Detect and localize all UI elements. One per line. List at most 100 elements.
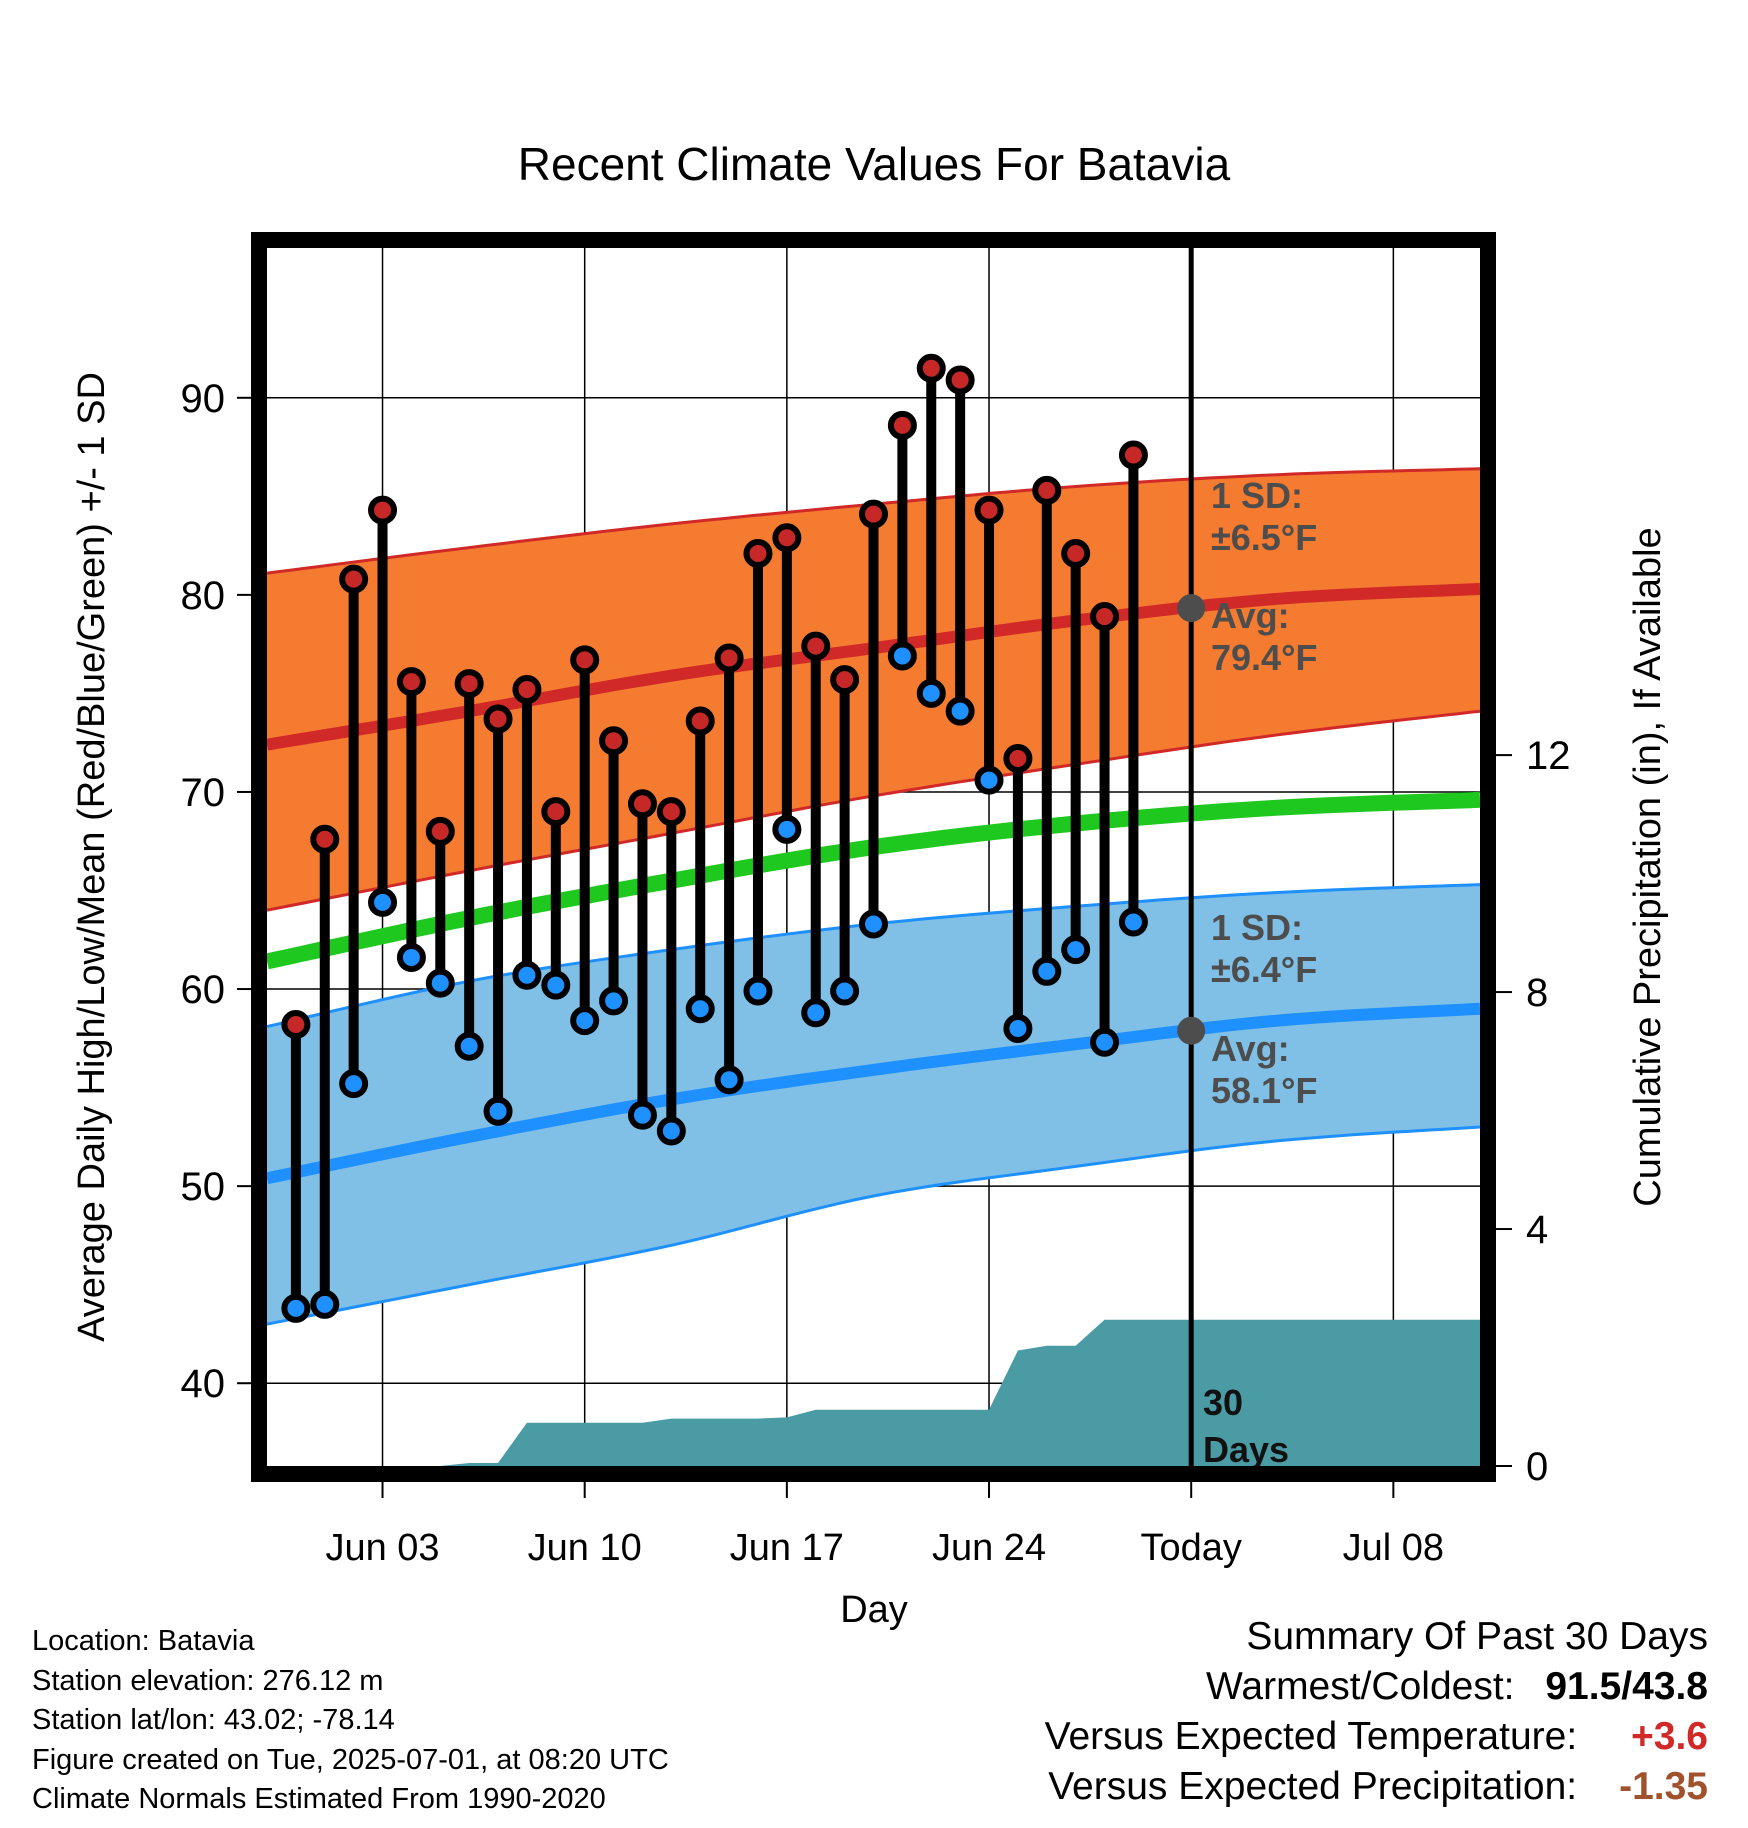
temperature-departure-value: +3.6 [1631,1715,1708,1758]
daily-low-marker [1090,1027,1120,1057]
y2-axis-label: Cumulative Precipitation (in), If Availa… [1627,527,1669,1206]
plot-frame [251,232,1496,1482]
daily-high-marker [570,645,600,675]
daily-bar [1032,475,1062,986]
y-tick-label: 50 [181,1165,226,1209]
daily-high-marker [310,824,340,854]
daily-bar [483,704,513,1126]
daily-bar [772,523,802,844]
daily-high-marker [396,667,426,697]
created-text: Figure created on Tue, 2025-07-01, at 08… [32,1743,669,1776]
daily-low-marker [454,1031,484,1061]
daily-bar [310,824,340,1319]
y-axis-left: 40 50 60 70 80 90 [181,377,251,1406]
period-number: 30 [1203,1382,1243,1423]
temperature-departure-label: Versus Expected Temperature: [1044,1715,1578,1758]
daily-low-marker [685,994,715,1024]
daily-low-marker [887,641,917,671]
daily-low-marker [714,1065,744,1095]
x-tick-label: Jun 17 [730,1527,844,1569]
daily-low-marker [512,960,542,990]
daily-low-marker [830,976,860,1006]
daily-low-marker [339,1069,369,1099]
daily-high-marker [830,665,860,695]
daily-high-marker [339,564,369,594]
daily-bar [743,538,773,1006]
daily-low-marker [1118,907,1148,937]
daily-high-marker [368,495,398,525]
daily-high-marker [1090,602,1120,632]
daily-bar [974,495,1004,795]
daily-high-marker [887,410,917,440]
daily-high-marker [454,669,484,699]
daily-high-marker [1118,440,1148,470]
x-tick-label: Jun 03 [325,1527,439,1569]
y-tick-label: 40 [181,1362,226,1406]
daily-high-marker [1003,743,1033,773]
daily-high-marker [1032,475,1062,505]
y-axis-right: 0 4 8 12 [1496,734,1571,1489]
precipitation-departure-row: Versus Expected Precipitation: -1.35 [1045,1762,1708,1812]
warmest-coldest-value: 91.5/43.8 [1545,1665,1708,1708]
low-sd-band [267,884,1480,1325]
y-tick-label: 70 [181,771,226,815]
high-sd-value: ±6.5°F [1211,517,1317,558]
daily-low-marker [1003,1013,1033,1043]
x-axis-label: Day [840,1589,908,1631]
daily-high-marker [801,631,831,661]
daily-high-marker [974,495,1004,525]
x-axis: Jun 03 Jun 10 Jun 17 Jun 24 Today Jul 08 [325,1482,1444,1569]
low-sd-value: ±6.4°F [1211,949,1317,990]
daily-range-bars [281,353,1148,1323]
precipitation-departure-value: -1.35 [1619,1765,1708,1808]
daily-bar [656,797,686,1146]
daily-high-marker [281,1010,311,1040]
daily-low-marker [1032,956,1062,986]
chart-title: Recent Climate Values For Batavia [518,138,1231,190]
daily-low-marker [656,1116,686,1146]
temperature-departure-row: Versus Expected Temperature: +3.6 [1045,1712,1708,1762]
daily-high-marker [685,706,715,736]
x-tick-label: Jul 08 [1343,1527,1444,1569]
plot-area [267,248,1480,1466]
daily-low-marker [599,986,629,1016]
y2-tick-label: 8 [1526,971,1548,1015]
daily-low-marker [743,976,773,1006]
y-tick-label: 90 [181,377,226,421]
daily-bar [512,674,542,990]
low-sd-label: 1 SD: [1211,907,1303,948]
daily-bar [339,564,369,1099]
daily-bar [887,410,917,671]
daily-low-marker [974,765,1004,795]
daily-low-marker [483,1096,513,1126]
daily-low-marker [772,814,802,844]
y-axis-label: Average Daily High/Low/Mean (Red/Blue/Gr… [71,372,113,1342]
warmest-coldest-row: Warmest/Coldest: 91.5/43.8 [1045,1662,1708,1712]
x-tick-label: Jun 24 [932,1527,1046,1569]
summary-panel: Summary Of Past 30 Days Warmest/Coldest:… [1045,1612,1708,1812]
daily-high-marker [1061,538,1091,568]
daily-bar [1003,743,1033,1043]
daily-high-marker [425,816,455,846]
daily-low-marker [916,678,946,708]
average-low-line [267,1002,1480,1185]
daily-high-marker [599,726,629,756]
y-tick-label: 80 [181,574,226,618]
latlon-text: Station lat/lon: 43.02; -78.14 [32,1704,395,1736]
daily-low-marker [627,1100,657,1130]
daily-low-marker [859,909,888,939]
daily-bar [830,665,860,1006]
daily-bar [945,365,975,726]
period-unit: Days [1203,1429,1289,1470]
location-text: Location: Batavia [32,1625,255,1657]
daily-low-marker [425,968,455,998]
daily-bar [1090,602,1120,1057]
daily-low-marker [310,1289,340,1319]
daily-bar [801,631,831,1028]
daily-bar [454,669,484,1061]
daily-bar [714,643,744,1095]
station-info: Location: Batavia Station elevation: 276… [32,1622,669,1820]
daily-bar [541,797,571,1000]
daily-high-marker [656,797,686,827]
x-tick-label: Jun 10 [528,1527,642,1569]
